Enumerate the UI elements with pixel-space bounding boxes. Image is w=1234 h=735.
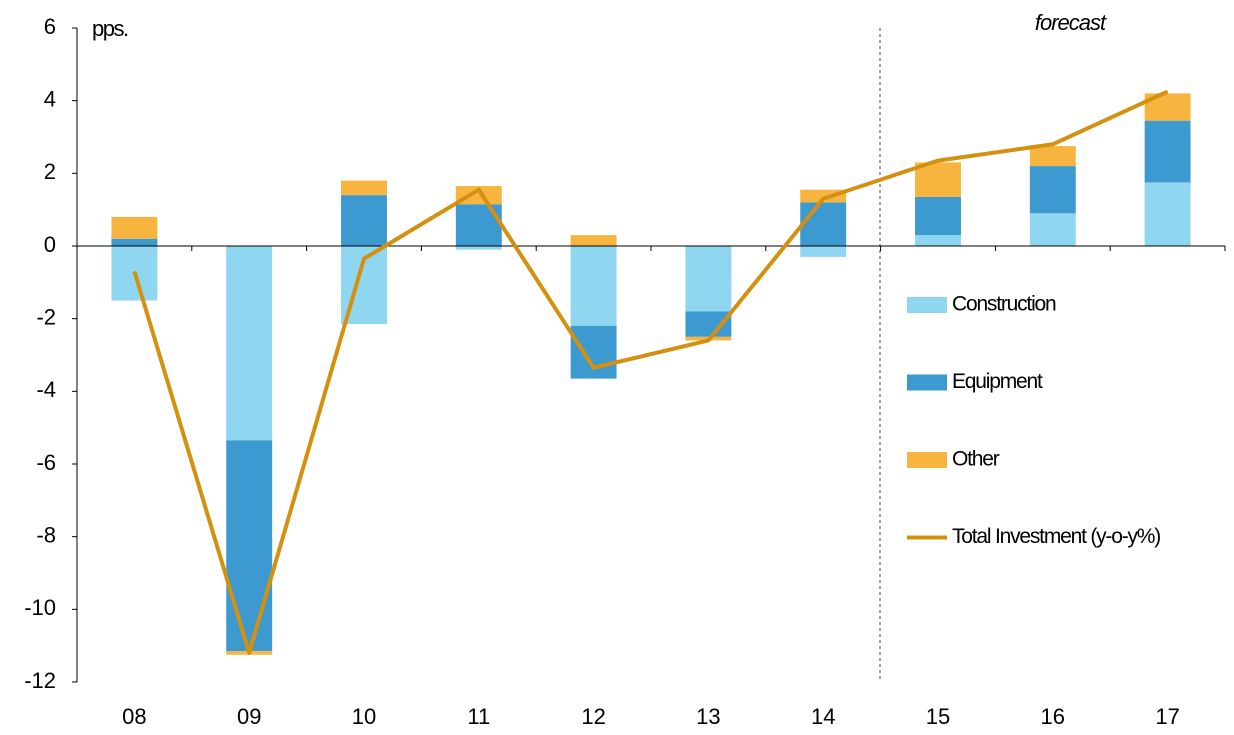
- bar-segment: [800, 202, 847, 246]
- bar-segment: [111, 216, 158, 239]
- legend-label: Other: [952, 448, 1000, 471]
- x-tick-label: 08: [122, 704, 146, 729]
- y-tick-label: -12: [24, 668, 56, 693]
- legend-swatch: [907, 452, 947, 468]
- x-tick-label: 17: [1155, 704, 1179, 729]
- bar-segment: [915, 196, 961, 236]
- legend-label: Equipment: [952, 370, 1043, 393]
- y-tick-label: 6: [44, 14, 56, 39]
- bar-segment: [455, 246, 502, 250]
- y-tick-label: 4: [44, 86, 56, 111]
- bar-segment: [1144, 120, 1191, 183]
- x-tick-label: 16: [1041, 704, 1065, 729]
- bar-segment: [570, 325, 617, 379]
- bar-segment: [685, 246, 732, 312]
- bar-segment: [341, 195, 387, 246]
- x-tick-label: 14: [811, 704, 835, 729]
- bar-segment: [455, 186, 502, 205]
- legend-swatch: [907, 297, 947, 313]
- bar-segment: [800, 246, 847, 257]
- y-tick-label: 0: [44, 232, 56, 257]
- y-tick-label: -8: [36, 522, 56, 547]
- forecast-annotation: forecast: [1035, 10, 1107, 35]
- bar-segment: [226, 246, 273, 441]
- bar-segment: [915, 162, 961, 197]
- y-tick-label: -4: [36, 377, 56, 402]
- legend-label: Construction: [952, 293, 1056, 316]
- bar-segment: [1144, 182, 1191, 246]
- x-tick-label: 09: [237, 704, 261, 729]
- bar-segment: [685, 311, 732, 337]
- bar-segment: [570, 246, 617, 326]
- bar-segment: [341, 180, 387, 196]
- legend-label: Total Investment (y-o-y%): [952, 525, 1160, 548]
- x-tick-label: 12: [581, 704, 605, 729]
- legend-swatch: [907, 374, 947, 391]
- y-tick-label: 2: [44, 159, 56, 184]
- y-tick-label: -10: [24, 595, 56, 620]
- y-tick-label: -6: [36, 450, 56, 475]
- bar-segment: [570, 235, 617, 246]
- y-axis-label: pps.: [92, 16, 128, 41]
- bar-segment: [1029, 213, 1076, 246]
- bar-segment: [1029, 166, 1076, 214]
- bar-segment: [915, 235, 961, 246]
- bar-segment: [111, 238, 158, 246]
- x-tick-label: 13: [696, 704, 720, 729]
- bar-segment: [455, 204, 502, 246]
- x-tick-label: 10: [352, 704, 376, 729]
- y-tick-label: -2: [36, 304, 56, 329]
- x-tick-label: 11: [467, 704, 490, 729]
- bar-segment: [226, 440, 273, 652]
- bar-segment: [1029, 146, 1076, 167]
- x-tick-label: 15: [926, 704, 950, 729]
- line-series: [132, 89, 1169, 655]
